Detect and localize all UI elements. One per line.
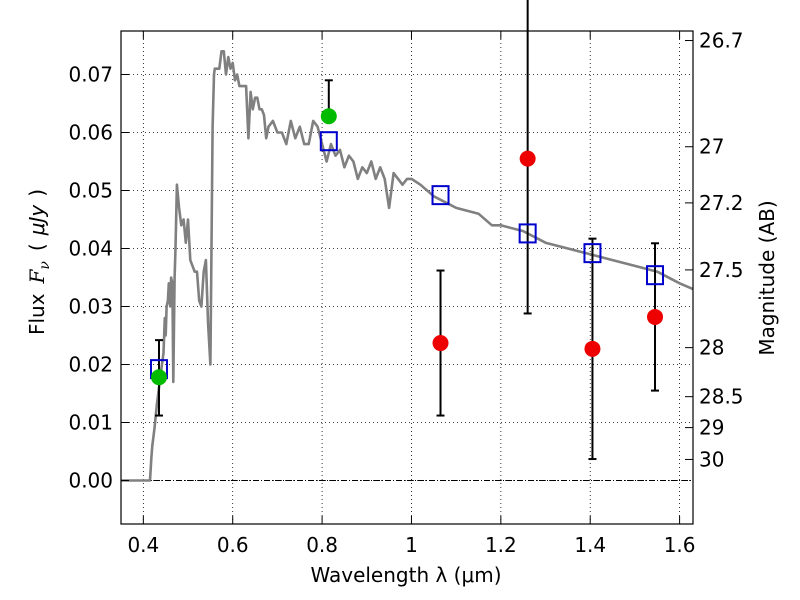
photometry-point (584, 340, 601, 357)
plot-frame (120, 30, 694, 525)
y2-tick-label: 28.5 (699, 385, 744, 409)
photometry-point (432, 335, 449, 352)
y2-tick-label: 27 (699, 135, 724, 159)
y-axis-title: Flux Fν ( μJy) (25, 189, 53, 335)
y2-tick-label: 28 (699, 336, 724, 360)
sed-model-line (121, 49, 694, 482)
synthetic-photometry-square (319, 131, 338, 152)
tick-labels: 0.4 0.6 0.8 1 1.2 1.4 1.6 0.00 0.01 0.02 0.03 0.04 0… (68, 29, 743, 557)
y2-tick-label: 26.7 (699, 29, 744, 53)
synthetic-photometry-square (583, 243, 602, 264)
y-tick-label: 0.07 (68, 63, 113, 87)
x-tick-label: 1.2 (485, 533, 517, 557)
x-tick-label: 0.8 (306, 533, 338, 557)
x-axis-title: Wavelength λ (μm) (310, 563, 501, 587)
y2-tick-label: 29 (699, 416, 724, 440)
y-axis-title-subscript: ν (37, 261, 53, 270)
y-axis-title-word: Flux (25, 293, 49, 335)
y-tick-label: 0.04 (68, 237, 113, 261)
y-axis-title-unit: μJy (25, 204, 49, 237)
y-tick-label: 0.02 (68, 353, 113, 377)
x-tick-label: 0.6 (217, 533, 249, 557)
ticks (121, 31, 693, 524)
x-tick-label: 0.4 (127, 533, 159, 557)
y-axis-title-symbol: F (25, 268, 49, 284)
y-axis-title-close: ) (25, 189, 49, 197)
series-layer (121, 0, 694, 482)
synthetic-photometry-square (431, 185, 450, 206)
y2-axis-title: Magnitude (AB) (755, 200, 779, 355)
photometry-point (320, 108, 337, 125)
x-tick-label: 1 (405, 533, 418, 557)
x-tick-label: 1.4 (574, 533, 606, 557)
synthetic-photometry-square (646, 265, 665, 286)
y-tick-label: 0.01 (68, 411, 113, 435)
synthetic-photometry-square (518, 223, 537, 244)
y2-tick-label: 27.2 (699, 191, 744, 215)
photometry-point (150, 369, 167, 386)
y2-tick-label: 30 (699, 447, 724, 471)
y2-tick-label: 27.5 (699, 258, 744, 282)
y-axis-title-open: ( (25, 243, 49, 251)
y-tick-label: 0.03 (68, 295, 113, 319)
y-tick-label: 0.00 (68, 469, 113, 493)
photometry-point (519, 150, 536, 167)
y-tick-label: 0.06 (68, 121, 113, 145)
y-tick-label: 0.05 (68, 179, 113, 203)
photometry-point (647, 308, 664, 325)
plot-background (121, 31, 693, 524)
x-tick-label: 1.6 (664, 533, 696, 557)
